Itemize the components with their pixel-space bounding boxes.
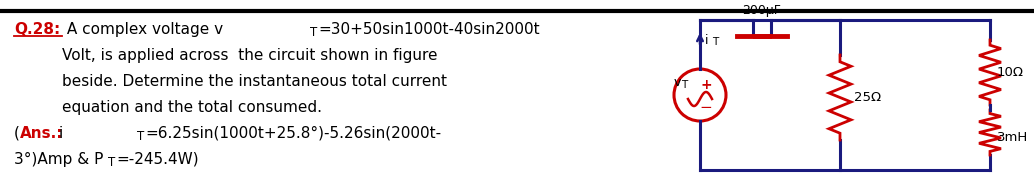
Text: (: ( xyxy=(14,126,20,141)
Text: T: T xyxy=(136,130,145,143)
Text: Volt, is applied across  the circuit shown in figure: Volt, is applied across the circuit show… xyxy=(62,48,437,63)
Text: =6.25sin(1000t+25.8°)-5.26sin(2000t-: =6.25sin(1000t+25.8°)-5.26sin(2000t- xyxy=(145,126,442,141)
Text: A complex voltage v: A complex voltage v xyxy=(62,22,223,37)
Text: 3mH: 3mH xyxy=(997,131,1028,144)
Text: =-245.4W): =-245.4W) xyxy=(116,152,199,167)
Text: Ans.:: Ans.: xyxy=(20,126,63,141)
Text: =30+50sin1000t-40sin2000t: =30+50sin1000t-40sin2000t xyxy=(318,22,540,37)
Text: T: T xyxy=(712,37,719,47)
Text: 200μF: 200μF xyxy=(742,4,782,17)
Text: T: T xyxy=(108,156,115,169)
Text: Q.28:: Q.28: xyxy=(14,22,60,37)
Text: 10Ω: 10Ω xyxy=(997,66,1024,79)
Text: +: + xyxy=(700,78,711,92)
Text: −: − xyxy=(700,100,712,115)
Text: i: i xyxy=(705,33,708,47)
Text: beside. Determine the instantaneous total current: beside. Determine the instantaneous tota… xyxy=(62,74,447,89)
Text: equation and the total consumed.: equation and the total consumed. xyxy=(62,100,322,115)
Text: 25Ω: 25Ω xyxy=(854,91,881,104)
Text: T: T xyxy=(681,80,688,90)
Text: i: i xyxy=(20,126,63,141)
Text: v: v xyxy=(674,77,681,89)
Text: T: T xyxy=(310,26,317,39)
Text: 3°)Amp & P: 3°)Amp & P xyxy=(14,152,103,167)
